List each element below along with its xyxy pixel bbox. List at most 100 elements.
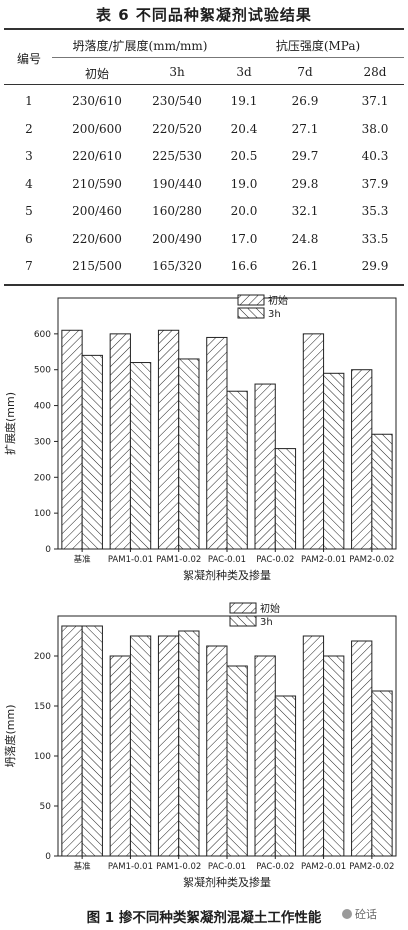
bar-3h (371, 433, 393, 550)
row-initial-cell: 215/500 (72, 259, 122, 273)
bar-3h (274, 448, 297, 550)
bar-initial (254, 383, 276, 550)
spread-bar-chart: 0 100 200 300 400 500 600 基准 PAM1-0.01 PAM1-0.02 P… (3, 294, 397, 582)
y-tick-label: 200 (34, 473, 51, 483)
row-28d-cell: 37.9 (361, 176, 389, 191)
row-7d-cell: 32.1 (291, 204, 319, 218)
bar-initial (61, 329, 83, 550)
legend-swatch (237, 307, 265, 319)
figure-caption: 图 1 掺不同种类絮凝剂混凝土工作性能 (86, 910, 322, 926)
row-28d-cell: 33.5 (361, 231, 389, 246)
row-28d-cell: 37.1 (361, 94, 389, 108)
header-slump-group: 坍落度/扩展度(mm/mm) (72, 39, 208, 53)
y-tick-label: 100 (34, 509, 51, 519)
row-3h-cell: 160/280 (152, 204, 202, 218)
bar-3h (129, 362, 152, 550)
bar-3h (226, 390, 248, 550)
slump-bar-chart: 0 50 100 150 200 基准 PAM1-0.01 PAM1-0.02 PAC-0.01… (3, 602, 397, 889)
legend-swatch (229, 602, 257, 614)
bar-initial (109, 333, 131, 550)
y-axis-label: 扩展度(mm) (3, 392, 17, 455)
bar-3h (81, 354, 103, 550)
header-id: 编号 (16, 52, 42, 66)
x-tick-label: PAM2-0.01 (301, 555, 346, 565)
header-28d: 28d (363, 65, 387, 79)
row-3d-cell: 20.4 (230, 121, 258, 136)
row-id-cell: 5 (25, 204, 33, 218)
y-tick-label: 100 (34, 752, 51, 762)
header-7d: 7d (297, 65, 313, 79)
row-initial-cell: 230/610 (72, 94, 122, 108)
legend-label: 3h (268, 309, 281, 320)
x-axis-label: 絮凝剂种类及掺量 (183, 875, 271, 889)
x-tick-label: PAM1-0.01 (108, 862, 153, 872)
row-28d-cell: 29.9 (361, 259, 389, 273)
legend-swatch (229, 615, 257, 627)
row-initial-cell: 200/460 (72, 204, 122, 218)
row-id-cell: 3 (25, 149, 33, 163)
row-id-cell: 4 (25, 176, 33, 191)
row-7d-cell: 26.9 (291, 94, 319, 108)
x-tick-label: PAC-0.01 (208, 555, 246, 565)
y-tick-label: 150 (34, 702, 51, 712)
legend-label: 3h (260, 617, 273, 628)
x-axis-label: 絮凝剂种类及掺量 (183, 568, 271, 582)
row-3d-cell: 19.1 (230, 94, 258, 108)
bar-3h (178, 358, 200, 550)
row-7d-cell: 29.8 (291, 176, 319, 191)
row-3d-cell: 16.6 (230, 259, 258, 273)
x-tick-label: PAM1-0.02 (156, 555, 201, 565)
row-id-cell: 2 (25, 121, 33, 136)
bar-3h (323, 655, 345, 857)
bar-3h (371, 690, 393, 857)
bar-3h (178, 630, 200, 857)
x-tick-label: PAM1-0.01 (108, 555, 153, 565)
bar-initial (302, 333, 325, 550)
row-initial-cell: 220/610 (72, 149, 122, 163)
bar-initial (157, 635, 180, 857)
x-tick-label: PAM2-0.01 (301, 862, 346, 872)
bar-initial (254, 655, 276, 857)
bar-initial (351, 369, 373, 550)
header-initial: 初始 (84, 67, 110, 81)
bar-initial (206, 336, 228, 550)
y-tick-label: 300 (34, 437, 51, 447)
x-tick-label: PAM1-0.02 (156, 862, 201, 872)
table-header-rule (4, 84, 404, 85)
legend-label: 初始 (260, 602, 280, 615)
row-3d-cell: 20.5 (230, 149, 258, 163)
legend-label: 初始 (268, 294, 288, 307)
row-initial-cell: 200/600 (72, 121, 122, 136)
header-3d: 3d (236, 65, 252, 79)
y-tick-label: 200 (34, 652, 51, 662)
y-tick-label: 600 (34, 330, 51, 340)
bar-3h (323, 372, 345, 550)
row-3h-cell: 230/540 (152, 94, 202, 108)
row-3d-cell: 20.0 (230, 204, 258, 218)
watermark: 砼话 (342, 906, 377, 922)
row-initial-cell: 210/590 (72, 176, 122, 191)
row-7d-cell: 29.7 (291, 149, 319, 163)
bar-3h (129, 635, 152, 857)
table-group-rule (52, 57, 404, 58)
row-3h-cell: 225/530 (152, 149, 202, 163)
header-strength-group: 抗压强度(MPa) (275, 39, 361, 53)
bar-initial (157, 329, 180, 550)
y-tick-label: 50 (40, 802, 52, 812)
wechat-icon (342, 909, 352, 919)
bar-3h (81, 625, 103, 857)
bar-initial (351, 640, 373, 857)
bar-initial (302, 635, 325, 857)
bar-initial (206, 645, 228, 857)
table-bottom-rule (4, 284, 404, 286)
row-3d-cell: 19.0 (230, 176, 258, 191)
x-tick-label: 基准 (74, 861, 92, 872)
bar-3h (226, 665, 248, 857)
y-tick-label: 0 (45, 852, 51, 862)
y-axis-label: 坍落度(mm) (3, 704, 17, 767)
row-3d-cell: 17.0 (230, 231, 258, 246)
row-3h-cell: 220/520 (152, 121, 202, 136)
row-3h-cell: 190/440 (152, 176, 202, 191)
row-28d-cell: 35.3 (361, 204, 389, 218)
bar-initial (61, 625, 83, 857)
